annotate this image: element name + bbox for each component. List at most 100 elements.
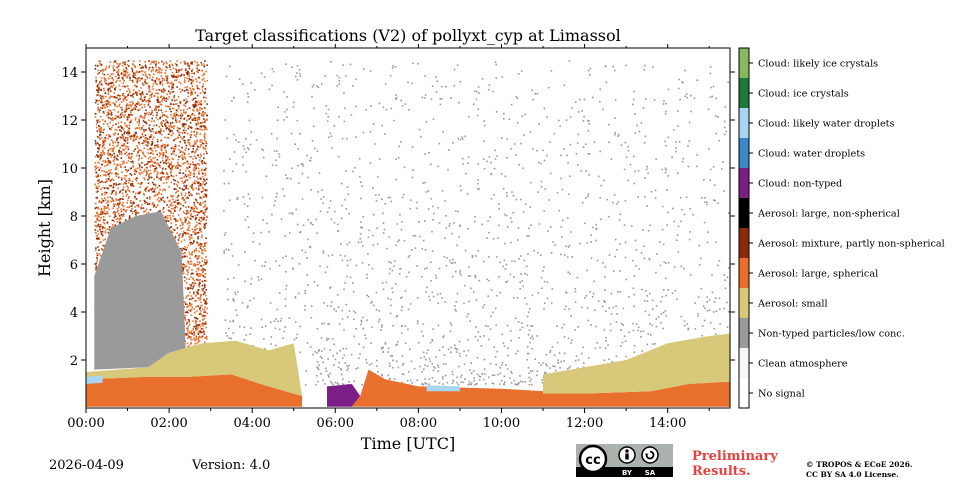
signal-pixel — [172, 198, 174, 201]
signal-pixel — [115, 175, 118, 177]
signal-pixel — [107, 82, 110, 85]
signal-pixel — [121, 160, 124, 163]
signal-pixel — [192, 109, 194, 111]
signal-pixel — [146, 203, 149, 206]
signal-pixel — [104, 212, 107, 215]
signal-pixel — [147, 143, 150, 145]
signal-pixel — [97, 166, 99, 169]
signal-pixel — [122, 93, 124, 95]
signal-pixel — [99, 138, 101, 140]
signal-pixel — [129, 120, 132, 123]
signal-pixel — [153, 109, 156, 111]
signal-pixel — [227, 298, 229, 301]
signal-pixel — [195, 295, 197, 297]
signal-pixel — [170, 181, 173, 184]
signal-pixel — [155, 116, 158, 119]
signal-pixel — [165, 181, 168, 184]
signal-pixel — [191, 62, 193, 64]
signal-pixel — [141, 92, 143, 95]
signal-pixel — [165, 149, 167, 152]
signal-pixel — [195, 300, 197, 302]
signal-pixel — [200, 301, 202, 304]
signal-pixel — [203, 214, 206, 216]
signal-pixel — [185, 278, 188, 280]
signal-pixel — [129, 103, 131, 106]
signal-pixel — [180, 219, 182, 222]
signal-pixel — [135, 90, 137, 93]
signal-pixel — [194, 117, 196, 119]
signal-pixel — [103, 147, 106, 149]
signal-pixel — [182, 197, 184, 199]
signal-pixel — [184, 265, 186, 268]
signal-pixel — [152, 206, 155, 208]
signal-pixel — [97, 179, 100, 182]
signal-pixel — [185, 69, 187, 72]
signal-pixel — [190, 273, 193, 275]
signal-pixel — [97, 89, 99, 92]
signal-pixel — [192, 328, 195, 331]
signal-pixel — [175, 119, 177, 122]
signal-pixel — [184, 162, 186, 164]
signal-pixel — [190, 303, 193, 305]
signal-pixel — [320, 337, 323, 339]
signal-pixel — [270, 343, 272, 345]
signal-pixel — [161, 77, 164, 80]
signal-pixel — [130, 185, 133, 187]
signal-pixel — [151, 109, 153, 112]
signal-pixel — [98, 125, 100, 127]
signal-pixel — [123, 85, 126, 88]
signal-pixel — [127, 186, 129, 189]
signal-pixel — [187, 305, 189, 308]
signal-pixel — [203, 125, 205, 128]
signal-pixel — [150, 134, 152, 136]
signal-pixel — [166, 79, 168, 82]
signal-pixel — [120, 73, 123, 75]
signal-pixel — [100, 128, 102, 130]
signal-pixel — [103, 181, 105, 184]
signal-pixel — [194, 226, 196, 228]
signal-pixel — [204, 137, 206, 139]
signal-pixel — [185, 287, 187, 289]
signal-pixel — [118, 221, 121, 224]
signal-pixel — [190, 243, 192, 246]
signal-pixel — [108, 97, 111, 99]
signal-pixel — [123, 162, 125, 164]
signal-pixel — [104, 80, 106, 83]
signal-pixel — [99, 133, 102, 136]
signal-pixel — [174, 179, 177, 182]
signal-pixel — [126, 154, 129, 157]
signal-pixel — [191, 237, 193, 239]
signal-pixel — [182, 204, 185, 207]
signal-pixel — [127, 60, 130, 62]
signal-pixel — [189, 284, 191, 286]
signal-pixel — [188, 222, 191, 224]
signal-pixel — [160, 199, 163, 201]
signal-pixel — [203, 136, 206, 138]
signal-pixel — [193, 203, 196, 206]
signal-pixel — [112, 67, 114, 69]
signal-pixel — [170, 88, 173, 91]
signal-pixel — [132, 96, 134, 98]
signal-pixel — [100, 99, 103, 102]
signal-pixel — [193, 300, 196, 302]
signal-pixel — [150, 70, 153, 73]
signal-pixel — [232, 332, 234, 334]
signal-pixel — [189, 116, 192, 119]
signal-pixel — [473, 220, 476, 223]
signal-pixel — [612, 306, 615, 309]
signal-pixel — [117, 137, 119, 139]
signal-pixel — [199, 122, 202, 124]
signal-pixel — [455, 301, 458, 303]
signal-pixel — [121, 85, 124, 88]
signal-pixel — [160, 69, 163, 71]
signal-pixel — [130, 138, 132, 140]
signal-pixel — [158, 191, 160, 194]
signal-pixel — [195, 247, 197, 250]
signal-pixel — [519, 380, 522, 383]
signal-pixel — [192, 182, 195, 184]
signal-pixel — [106, 83, 109, 86]
signal-pixel — [122, 195, 125, 198]
signal-pixel — [111, 77, 113, 79]
signal-pixel — [184, 266, 186, 269]
signal-pixel — [156, 174, 158, 176]
